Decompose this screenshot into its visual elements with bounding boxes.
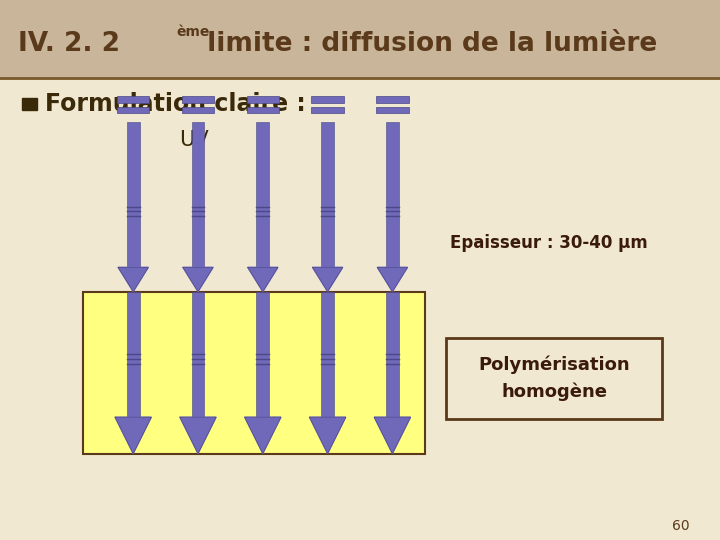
Bar	[127, 292, 140, 417]
Polygon shape	[248, 267, 278, 292]
Bar	[246, 96, 279, 103]
Bar	[192, 292, 204, 417]
Polygon shape	[377, 267, 408, 292]
Polygon shape	[180, 417, 216, 454]
Polygon shape	[245, 417, 281, 454]
Bar	[321, 292, 334, 417]
Text: limite : diffusion de la lumière: limite : diffusion de la lumière	[198, 31, 657, 57]
Bar	[83, 292, 425, 454]
Bar	[386, 292, 399, 417]
Text: IV. 2. 2: IV. 2. 2	[18, 31, 120, 57]
Bar	[256, 292, 269, 417]
Bar	[256, 122, 269, 267]
Bar	[0, 0, 720, 78]
Bar	[246, 107, 279, 113]
Polygon shape	[312, 267, 343, 292]
Bar	[117, 96, 150, 103]
Bar	[181, 96, 215, 103]
Text: Epaisseur : 30-40 μm: Epaisseur : 30-40 μm	[450, 234, 648, 252]
Polygon shape	[374, 417, 410, 454]
Polygon shape	[183, 267, 213, 292]
Polygon shape	[310, 417, 346, 454]
Text: Formulation claire :: Formulation claire :	[45, 92, 305, 116]
Bar	[117, 107, 150, 113]
Bar	[127, 122, 140, 267]
Bar	[446, 338, 662, 418]
Bar	[377, 107, 409, 113]
Bar	[181, 107, 215, 113]
Bar	[311, 96, 344, 103]
Bar	[321, 122, 334, 267]
Text: Polymérisation
homogène: Polymérisation homogène	[479, 355, 630, 401]
Bar	[22, 98, 37, 110]
Polygon shape	[118, 267, 148, 292]
Text: UV: UV	[179, 130, 210, 151]
Bar	[192, 122, 204, 267]
Text: ème: ème	[176, 25, 210, 39]
Bar	[386, 122, 399, 267]
Bar	[377, 96, 409, 103]
Bar	[311, 107, 344, 113]
Text: 60: 60	[672, 519, 689, 534]
Polygon shape	[115, 417, 151, 454]
